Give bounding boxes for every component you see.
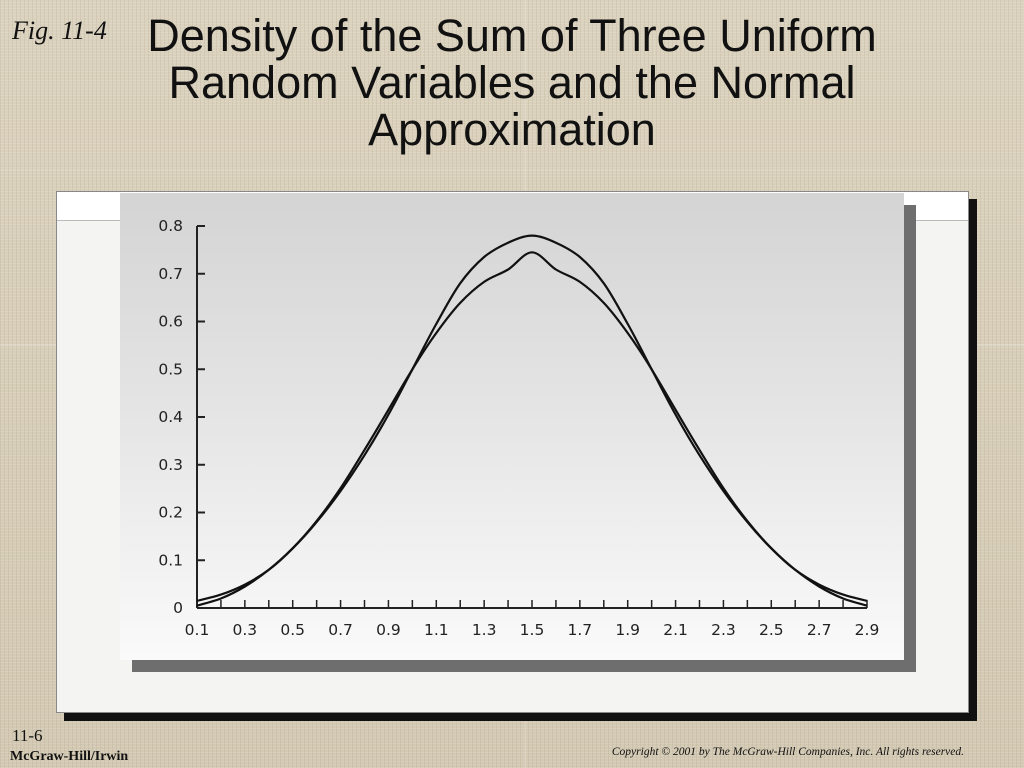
publisher-name: McGraw-Hill/Irwin xyxy=(10,749,129,764)
y-tick-label: 0 xyxy=(173,599,183,617)
chart-axes: 00.10.20.30.40.50.60.70.80.1 0.3 0.5 0.7 0.9… xyxy=(158,217,879,639)
y-tick-label: 0.2 xyxy=(158,504,183,522)
density-curve-1 xyxy=(196,234,868,607)
x-tick-label: 0.1 xyxy=(185,621,210,639)
x-tick-label: 1.3 xyxy=(472,621,497,639)
x-tick-label: 0.7 xyxy=(328,621,353,639)
x-tick-label: 1.7 xyxy=(568,621,593,639)
y-tick-label: 0.5 xyxy=(158,360,183,378)
chart-curves xyxy=(196,234,868,607)
y-tick-label: 0.7 xyxy=(158,265,183,283)
x-tick-label: 2.7 xyxy=(807,621,832,639)
x-tick-label: 0.3 xyxy=(233,621,258,639)
page-number: 11-6 xyxy=(12,726,43,745)
x-tick-label: 1.1 xyxy=(424,621,449,639)
x-tick-label: 0.9 xyxy=(376,621,401,639)
y-tick-label: 0.6 xyxy=(158,313,183,331)
x-tick-label: 2.5 xyxy=(759,621,784,639)
density-curve-2 xyxy=(196,251,868,602)
x-tick-label: 0.5 xyxy=(280,621,305,639)
y-tick-label: 0.1 xyxy=(158,551,183,569)
copyright-notice: Copyright © 2001 by The McGraw-Hill Comp… xyxy=(611,746,964,758)
slide-title: Density of the Sum of Three Uniform Rand… xyxy=(147,10,877,155)
x-tick-label: 2.3 xyxy=(711,621,736,639)
x-tick-label: 2.1 xyxy=(663,621,688,639)
x-tick-label: 2.9 xyxy=(855,621,880,639)
y-tick-label: 0.8 xyxy=(158,217,183,235)
y-tick-label: 0.4 xyxy=(158,408,183,426)
y-tick-label: 0.3 xyxy=(158,456,183,474)
x-tick-label: 1.9 xyxy=(615,621,640,639)
figure-label: Fig. 11-4 xyxy=(12,16,107,45)
x-tick-label: 1.5 xyxy=(520,621,545,639)
